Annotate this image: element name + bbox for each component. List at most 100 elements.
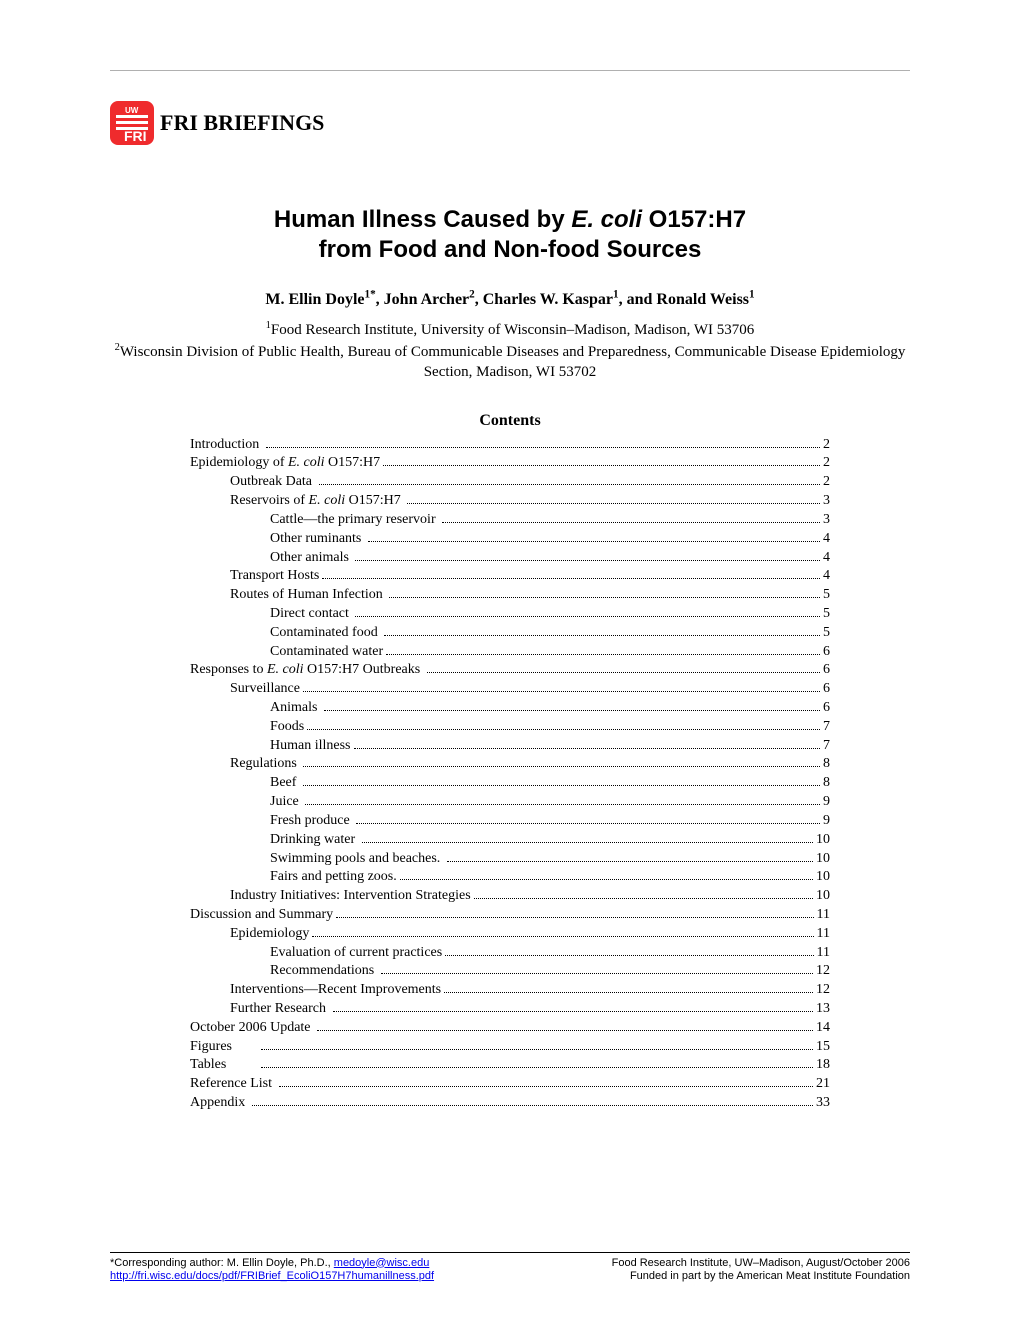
toc-page: 13 [816,1000,830,1017]
toc-label: Further Research [190,1000,330,1017]
toc-row: Fairs and petting zoos. 10 [190,867,830,886]
toc-row: Beef 8 [190,773,830,792]
toc-row: Surveillance6 [190,679,830,698]
toc-label: Evaluation of current practices [190,944,442,961]
toc-leader-dots [261,1055,813,1069]
author-2: John Archer [384,291,469,308]
toc-leader-dots [356,810,820,824]
toc-label: Juice [190,793,302,810]
toc-row: Interventions—Recent Improvements12 [190,980,830,999]
toc-page: 2 [823,454,830,471]
author-4-sup: 1 [749,289,755,301]
toc-leader-dots [447,848,813,862]
toc-leader-dots [305,792,820,806]
toc-row: Reservoirs of E. coli O157:H7 3 [190,491,830,510]
toc-page: 5 [823,624,830,641]
toc-leader-dots [261,1036,813,1050]
title-line2: from Food and Non-food Sources [319,236,702,263]
toc-row: Introduction 2 [190,434,830,453]
toc-row: Human illness7 [190,735,830,754]
toc-leader-dots [474,886,813,900]
toc-row: Routes of Human Infection 5 [190,585,830,604]
logo-row: UW FRI FRI BRIEFINGS [110,101,910,145]
toc-label: Recommendations [190,962,378,979]
author-4: Ronald Weiss [656,291,749,308]
toc-label: Beef [190,774,300,791]
toc-label: Transport Hosts [190,567,319,584]
toc-page: 12 [816,962,830,979]
toc-leader-dots [445,942,813,956]
toc-page: 6 [823,699,830,716]
footer: *Corresponding author: M. Ellin Doyle, P… [110,1252,910,1285]
toc-leader-dots [383,453,820,467]
toc-leader-dots [279,1074,813,1088]
toc-row: Direct contact 5 [190,603,830,622]
toc-row: Appendix 33 [190,1093,830,1112]
title-line1-pre: Human Illness Caused by [274,206,571,233]
toc-page: 4 [823,530,830,547]
toc-leader-dots [252,1093,813,1107]
toc-page: 6 [823,643,830,660]
footer-pdf-link[interactable]: http://fri.wisc.edu/docs/pdf/FRIBrief_Ec… [110,1270,434,1282]
toc-page: 11 [817,925,830,942]
toc-leader-dots [381,961,813,975]
toc-label: Contaminated food [190,624,381,641]
toc-page: 3 [823,511,830,528]
author-2-sup: 2 [469,289,475,301]
author-1-sup: 1* [364,289,375,301]
footer-institute: Food Research Institute, UW–Madison, Aug… [612,1257,910,1269]
toc-row: Epidemiology of E. coli O157:H72 [190,453,830,472]
toc-row: Foods7 [190,716,830,735]
top-rule [110,70,910,71]
toc-row: October 2006 Update 14 [190,1017,830,1036]
toc-label: Fairs and petting zoos. [190,868,397,885]
toc-page: 10 [816,850,830,867]
toc-page: 2 [823,436,830,453]
toc-page: 10 [816,887,830,904]
aff1-text: Food Research Institute, University of W… [271,322,754,338]
svg-text:FRI: FRI [124,128,147,144]
footer-corresponding: *Corresponding author: M. Ellin Doyle, P… [110,1257,334,1269]
toc-page: 4 [823,567,830,584]
toc-page: 9 [823,812,830,829]
briefings-prefix: FRI B [160,110,218,135]
toc-leader-dots [354,735,821,749]
authors: M. Ellin Doyle1*, John Archer2, Charles … [110,289,910,309]
toc-page: 4 [823,549,830,566]
toc-page: 18 [816,1056,830,1073]
toc-page: 12 [816,981,830,998]
toc-page: 33 [816,1094,830,1111]
toc-leader-dots [322,566,820,580]
toc-leader-dots [317,1017,813,1031]
toc-leader-dots [386,641,820,655]
toc-label: Reservoirs of E. coli O157:H7 [190,492,404,509]
toc-label: October 2006 Update [190,1019,314,1036]
footer-email-link[interactable]: medoyle@wisc.edu [334,1257,430,1269]
toc-row: Contaminated water6 [190,641,830,660]
toc-row: Transport Hosts 4 [190,566,830,585]
toc-row: Tables 18 [190,1055,830,1074]
toc-page: 10 [816,868,830,885]
toc-page: 11 [817,906,830,923]
toc-page: 5 [823,586,830,603]
toc-page: 3 [823,492,830,509]
toc-row: Cattle—the primary reservoir 3 [190,509,830,528]
toc-row: Fresh produce 9 [190,810,830,829]
toc-row: Epidemiology11 [190,923,830,942]
affiliations: 1Food Research Institute, University of … [110,319,910,382]
page: UW FRI FRI BRIEFINGS Human Illness Cause… [0,0,1020,1320]
toc-label: Swimming pools and beaches. [190,850,444,867]
title-line1-em: E. coli [571,206,642,233]
toc-label: Drinking water [190,831,359,848]
svg-text:UW: UW [125,106,139,115]
toc-label: Reference List [190,1075,276,1092]
toc-row: Outbreak Data 2 [190,472,830,491]
toc-row: Juice 9 [190,792,830,811]
toc-leader-dots [368,528,820,542]
toc-leader-dots [336,904,813,918]
document-title: Human Illness Caused by E. coli O157:H7 … [110,205,910,265]
toc-leader-dots [389,585,820,599]
toc-label: Tables [190,1056,258,1073]
footer-right: Food Research Institute, UW–Madison, Aug… [612,1257,910,1285]
toc-leader-dots [303,773,820,787]
